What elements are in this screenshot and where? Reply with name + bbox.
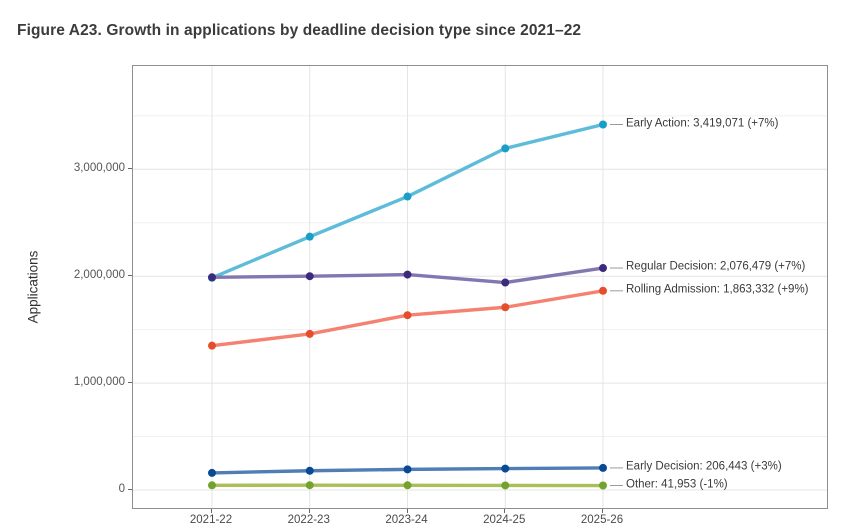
data-point: [403, 192, 412, 201]
y-tick-label: 2,000,000: [73, 269, 125, 282]
data-point: [208, 481, 216, 490]
data-point: [403, 465, 412, 474]
data-point: [403, 481, 412, 490]
data-point: [599, 264, 607, 273]
data-point: [501, 278, 510, 287]
data-point: [403, 270, 412, 279]
data-point: [305, 232, 314, 241]
y-tick-label: 1,000,000: [73, 376, 125, 389]
x-tick-mark: [211, 509, 212, 513]
data-point: [501, 481, 510, 490]
plot-panel: [132, 65, 828, 509]
data-point: [305, 466, 314, 475]
x-tick-label: 2022-23: [287, 514, 330, 526]
x-tick-mark: [406, 509, 408, 513]
x-tick-mark: [504, 509, 506, 513]
data-point: [305, 329, 314, 338]
data-point: [208, 273, 216, 282]
data-point: [208, 341, 216, 350]
y-tick-mark: [128, 168, 132, 170]
series-label-rolling-admission: Rolling Admission: 1,863,332 (+9%): [626, 283, 809, 296]
y-tick-mark: [128, 382, 132, 384]
series-label-early-decision: Early Decision: 206,443 (+3%): [626, 460, 782, 473]
series-regular-decision: [208, 264, 623, 287]
series-label-regular-decision: Regular Decision: 2,076,479 (+7%): [626, 260, 806, 273]
series-label-other: Other: 41,953 (-1%): [626, 478, 728, 490]
data-point: [501, 144, 510, 153]
data-point: [599, 463, 607, 472]
data-point: [501, 464, 510, 473]
data-point: [599, 286, 607, 295]
series-other: [208, 481, 623, 490]
x-tick-label: 2025-26: [580, 514, 624, 526]
series-early-action: [208, 120, 623, 282]
series-label-early-action: Early Action: 3,419,071 (+7%): [626, 117, 779, 129]
x-tick-label: 2021-22: [189, 514, 233, 526]
x-tick-mark: [602, 509, 603, 513]
x-tick-label: 2024-25: [483, 514, 526, 526]
series-early-decision: [208, 463, 623, 477]
data-point: [305, 272, 314, 281]
y-axis-title: Applications: [25, 250, 41, 324]
y-tick-label: 0: [118, 483, 125, 495]
y-tick-mark: [128, 275, 132, 277]
x-tick-label: 2023-24: [385, 514, 428, 526]
data-point: [208, 468, 216, 477]
x-tick-mark: [308, 509, 310, 513]
data-point: [599, 120, 607, 129]
gridlines: [133, 66, 827, 508]
data-point: [305, 481, 314, 490]
chart-canvas: [133, 66, 827, 508]
data-point: [403, 311, 412, 320]
data-point: [501, 303, 510, 312]
data-point: [599, 481, 607, 490]
series-rolling-admission: [208, 286, 623, 350]
y-tick-mark: [128, 489, 132, 490]
y-tick-label: 3,000,000: [73, 162, 125, 175]
figure-title: Figure A23. Growth in applications by de…: [17, 22, 582, 39]
